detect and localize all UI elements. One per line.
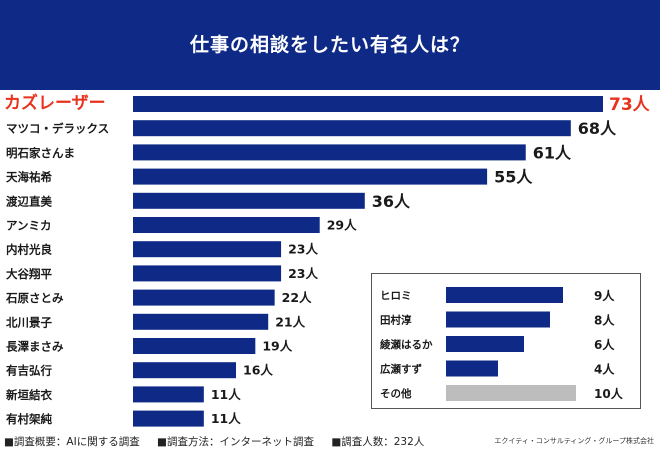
value-label: 55人 (494, 168, 533, 187)
header-banner: 仕事の相談をしたい有名人は？ (0, 0, 660, 90)
category-label: マツコ・デラックス (6, 122, 109, 136)
bar (133, 192, 365, 209)
category-label: 有吉弘行 (6, 364, 52, 378)
inset-bar (446, 360, 498, 377)
inset-category-label: ヒロミ (380, 290, 412, 302)
value-label: 68人 (578, 119, 617, 138)
category-label: 長澤まさみ (6, 340, 64, 354)
inset-value-label: 4人 (594, 362, 615, 377)
category-label: アンミカ (6, 219, 52, 233)
bar (133, 144, 526, 161)
inset-category-label: 綾瀬はるか (380, 338, 433, 351)
category-label: 新垣結衣 (6, 388, 52, 402)
chart-title: 仕事の相談をしたい有名人は？ (189, 34, 470, 56)
inset-category-label: 広瀬すず (380, 363, 422, 376)
value-label: 61人 (533, 143, 572, 162)
inset-category-label: 田村淳 (380, 314, 412, 327)
inset-bar (446, 336, 524, 352)
category-label: 明石家さんま (6, 146, 75, 160)
value-label: 22人 (282, 290, 312, 305)
bar (133, 289, 275, 306)
inset-value-label: 10人 (594, 386, 624, 401)
survey-notes: ■調査概要：AIに関する調査 ■調査方法：インターネット調査 ■調査人数：232… (4, 434, 438, 449)
bar (133, 386, 204, 403)
value-label: 73人 (609, 95, 651, 115)
value-label: 16人 (243, 363, 273, 378)
footer: ■調査概要：AIに関する調査 ■調査方法：インターネット調査 ■調査人数：232… (0, 432, 660, 450)
category-label: カズレーザー (4, 93, 106, 114)
bar (133, 96, 603, 112)
company-name: エクイティ・コンサルティング・グループ株式会社 (494, 437, 654, 445)
category-label: 北川景子 (6, 315, 52, 329)
value-label: 29人 (327, 218, 357, 233)
inset-category-label: その他 (380, 387, 412, 400)
category-label: 石原さとみ (5, 291, 64, 305)
value-label: 11人 (211, 387, 241, 402)
bar (133, 313, 269, 330)
value-label: 11人 (211, 411, 241, 426)
survey-method: ■調査方法：インターネット調査 (157, 436, 314, 448)
bar (133, 241, 282, 258)
bar (133, 362, 237, 379)
inset-value-label: 6人 (594, 337, 615, 352)
bar (133, 265, 282, 282)
value-label: 23人 (288, 242, 318, 257)
category-label: 内村光良 (6, 243, 52, 257)
bar (133, 410, 204, 427)
bar (133, 168, 488, 185)
inset-bar (446, 385, 576, 401)
inset-bar (446, 311, 550, 328)
inset-bar (446, 287, 563, 303)
survey-count: ■調査人数：232人 (331, 436, 425, 448)
bar (133, 338, 256, 354)
category-label: 渡辺直美 (6, 194, 52, 208)
value-label: 36人 (372, 192, 411, 211)
bar (133, 217, 320, 233)
bar (133, 120, 571, 137)
survey-summary: ■調査概要：AIに関する調査 (4, 436, 140, 448)
category-label: 天海祐希 (6, 170, 52, 184)
category-label: 有村架純 (6, 412, 52, 426)
value-label: 19人 (262, 339, 292, 354)
inset-value-label: 9人 (594, 288, 615, 303)
inset-value-label: 8人 (594, 313, 615, 328)
value-label: 21人 (275, 314, 305, 329)
value-label: 23人 (288, 266, 318, 281)
category-label: 大谷翔平 (6, 267, 52, 281)
